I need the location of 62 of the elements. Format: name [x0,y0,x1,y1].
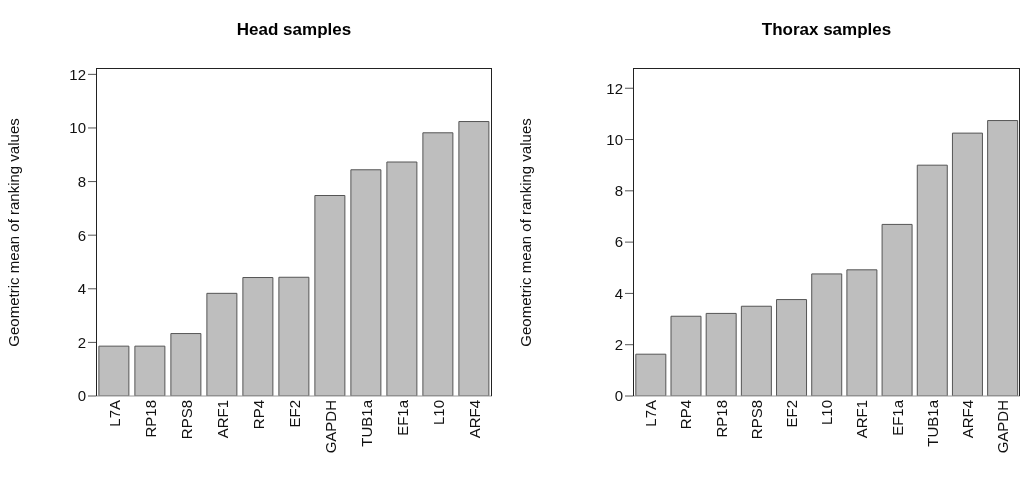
bar [422,132,454,396]
bar [987,120,1019,396]
bar [98,345,130,396]
y-axis-title: Geometric mean of ranking values [5,118,23,347]
bar [951,132,983,396]
bar [846,269,878,396]
bar [635,353,667,396]
bar [314,195,346,396]
y-tick-label: 4 [614,284,623,302]
y-axis-title: Geometric mean of ranking values [517,118,535,347]
bar [881,223,913,396]
y-tick-label: 0 [614,387,623,405]
x-tick-label: EF2 [285,400,303,428]
y-tick-label: 8 [77,172,86,190]
x-tick-label: ARF4 [465,400,483,439]
x-tick-label: RPS8 [177,400,195,440]
y-tick-label: 12 [69,65,86,83]
y-tick-label: 0 [77,387,86,405]
bar [278,276,310,396]
x-tick-label: TUB1a [357,399,375,447]
x-tick-label: RPS8 [747,400,765,440]
x-tick-label: ARF1 [213,400,231,439]
bar [458,121,490,396]
x-tick-label: TUB1a [923,399,941,447]
x-tick-label: RP18 [141,400,159,438]
x-tick-label: L7A [642,400,660,427]
y-tick-label: 10 [69,119,86,137]
bar [170,333,202,396]
x-tick-label: ARF4 [958,400,976,439]
x-tick-label: EF1a [888,399,906,436]
x-tick-label: GAPDH [321,400,339,454]
bar [776,299,808,396]
y-tick-label: 6 [614,233,623,251]
bar [811,273,843,396]
bar [134,345,166,396]
bar [350,169,382,396]
y-tick-label: 2 [614,336,623,354]
x-tick-label: GAPDH [994,400,1012,454]
x-tick-label: EF2 [782,400,800,428]
bar [705,312,737,396]
bar [740,305,772,396]
x-tick-label: L10 [429,400,447,426]
chart-title: Head samples [235,20,353,40]
x-tick-label: L7A [105,400,123,427]
x-tick-label: RP18 [712,400,730,438]
y-tick-label: 6 [77,226,86,244]
chart-title: Thorax samples [760,20,893,40]
y-tick-label: 10 [606,130,623,148]
bar [386,161,418,396]
bar [670,315,702,396]
x-tick-label: RP4 [677,400,695,430]
bar [242,277,274,396]
x-tick-label: EF1a [393,399,411,436]
bar [206,292,238,396]
y-tick-label: 2 [77,333,86,351]
x-tick-label: RP4 [249,400,267,430]
y-tick-label: 12 [606,79,623,97]
bar [916,164,948,396]
y-tick-label: 8 [614,182,623,200]
x-tick-label: L10 [818,400,836,426]
y-tick-label: 4 [77,280,86,298]
x-tick-label: ARF1 [853,400,871,439]
